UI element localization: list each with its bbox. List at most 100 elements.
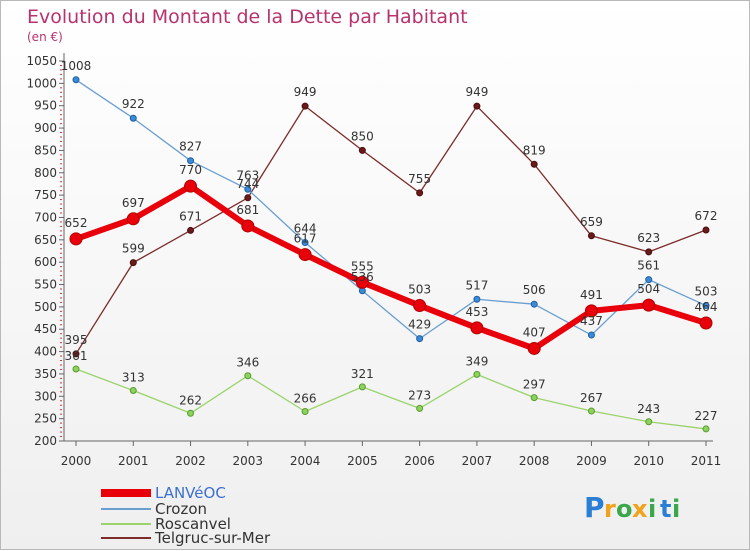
data-label: 697: [122, 196, 145, 210]
series-lanveoc: [69, 179, 713, 355]
data-point: [645, 276, 653, 284]
data-label: 267: [580, 391, 603, 405]
brand-letter: P: [584, 491, 605, 524]
x-tick-label: 2010: [633, 454, 664, 468]
series-telgruc-sur-mer: [72, 102, 710, 358]
x-tick-label: 2006: [404, 454, 435, 468]
data-point: [702, 425, 710, 433]
data-point: [416, 335, 424, 343]
data-point: [645, 418, 653, 426]
x-tick-label: 2002: [175, 454, 206, 468]
y-tick-label: 800: [34, 166, 57, 180]
data-label: 429: [408, 318, 431, 332]
y-tick-label: 200: [34, 434, 57, 448]
data-label: 504: [637, 282, 660, 296]
data-point: [587, 232, 595, 240]
y-tick-label: 750: [34, 188, 57, 202]
data-point: [699, 316, 713, 330]
data-point: [530, 394, 538, 402]
data-point: [473, 370, 481, 378]
data-label: 922: [122, 97, 145, 111]
data-label: 770: [179, 163, 202, 177]
data-label: 536: [351, 270, 374, 284]
y-tick-label: 450: [34, 322, 57, 336]
x-tick-label: 2004: [290, 454, 321, 468]
axes: 200 250 300 350 400 450 500 550 600 650 700 750 800 8…: [26, 53, 721, 468]
y-tick-label: 400: [34, 345, 57, 359]
brand-letter: x: [632, 495, 648, 523]
data-label: 321: [351, 367, 374, 381]
data-point: [527, 341, 541, 355]
series-roscanvel: [72, 365, 710, 433]
data-label: 671: [179, 209, 202, 223]
data-label: 652: [65, 216, 88, 230]
y-tick-label: 650: [34, 233, 57, 247]
data-label: 517: [465, 278, 488, 292]
data-label: 755: [408, 172, 431, 186]
data-label: 561: [637, 259, 660, 273]
data-label: 599: [122, 242, 145, 256]
data-label: 297: [523, 378, 546, 392]
data-labels: 652 697 770 681 617 555 503 453 407 491 504 464 1008…: [61, 59, 718, 423]
series-line-lanveoc: [75, 183, 707, 352]
y-tick-label: 500: [34, 300, 57, 314]
data-label: 506: [523, 283, 546, 297]
data-point: [473, 102, 481, 110]
data-label: 503: [408, 283, 431, 297]
data-point: [129, 386, 137, 394]
data-label: 819: [523, 143, 546, 157]
data-point: [72, 365, 80, 373]
chart-unit: (en €): [27, 30, 63, 44]
x-tick-label: 2007: [462, 454, 493, 468]
data-point: [587, 407, 595, 415]
brand-letter: r: [604, 495, 616, 523]
data-point: [187, 226, 195, 234]
data-label: 850: [351, 129, 374, 143]
data-point: [587, 331, 595, 339]
data-label: 262: [179, 393, 202, 407]
y-tick-label: 850: [34, 143, 57, 157]
data-label: 407: [523, 325, 546, 339]
data-label: 623: [637, 231, 660, 245]
data-label: 491: [580, 288, 603, 302]
y-tick-label: 300: [34, 389, 57, 403]
data-label: 744: [236, 177, 259, 191]
data-point: [530, 300, 538, 308]
x-tick-label: 2011: [691, 454, 722, 468]
data-point: [301, 239, 309, 247]
data-label: 266: [294, 391, 317, 405]
data-label: 555: [351, 259, 374, 273]
x-tick-label: 2005: [347, 454, 378, 468]
data-point: [187, 157, 195, 165]
data-label: 1008: [61, 59, 92, 73]
data-point: [358, 146, 366, 154]
x-tick-label: 2003: [233, 454, 264, 468]
data-point: [244, 185, 252, 193]
data-label: 949: [465, 85, 488, 99]
y-tick-label: 350: [34, 367, 57, 381]
chart-title: Evolution du Montant de la Dette par Hab…: [27, 6, 468, 28]
data-label: 453: [465, 305, 488, 319]
data-label: 644: [294, 222, 317, 236]
data-point: [702, 302, 710, 310]
data-point: [358, 383, 366, 391]
data-point: [301, 102, 309, 110]
data-point: [413, 299, 427, 313]
data-point: [416, 189, 424, 197]
data-label: 313: [122, 370, 145, 384]
y-tick-label: 1000: [26, 76, 57, 90]
data-point: [470, 321, 484, 335]
data-label: 464: [695, 300, 718, 314]
data-point: [129, 114, 137, 122]
series-crozon: [72, 76, 710, 343]
data-label: 503: [695, 285, 718, 299]
data-label: 681: [236, 203, 259, 217]
series-line-telgruc-sur-mer: [75, 105, 707, 355]
data-point: [645, 248, 653, 256]
data-point: [244, 194, 252, 202]
legend-label-lanveoc: LANVéOC: [155, 484, 226, 502]
data-point: [584, 304, 598, 318]
